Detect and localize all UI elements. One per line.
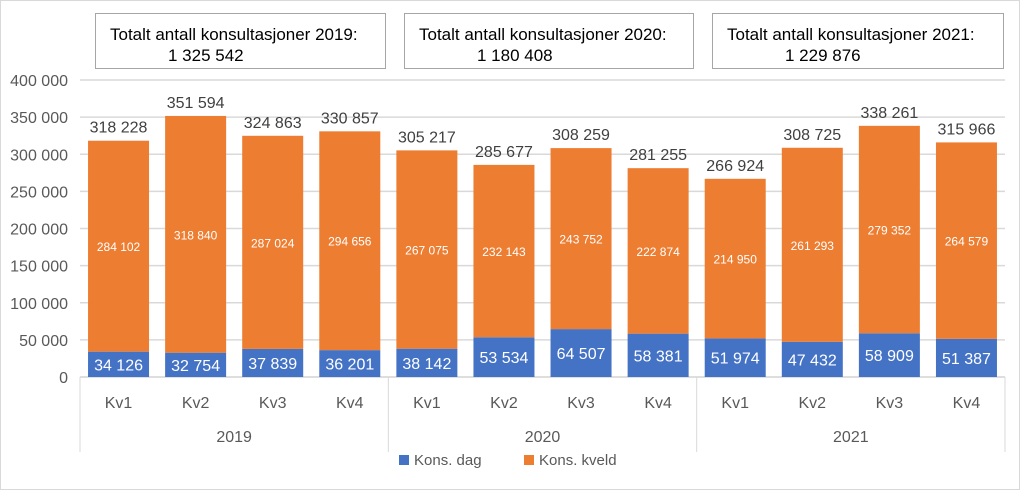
data-label-kons-dag: 64 507 [557, 346, 606, 363]
y-tick-label: 250 000 [10, 184, 68, 201]
x-tick-label: Kv4 [336, 395, 364, 412]
data-label-kons-dag: 58 909 [865, 348, 914, 365]
data-label-kons-dag: 47 432 [788, 352, 837, 369]
x-tick-label: Kv2 [182, 395, 210, 412]
data-label-total: 305 217 [398, 129, 456, 146]
data-label-total: 324 863 [244, 115, 302, 132]
bar-kons-dag [473, 337, 535, 377]
data-label-kons-dag: 32 754 [171, 358, 220, 375]
data-label-kons-dag: 38 142 [402, 356, 451, 373]
total-box-value: 1 180 408 [477, 46, 553, 65]
y-tick-label: 400 000 [10, 73, 68, 90]
data-label-kons-dag: 58 381 [634, 348, 683, 365]
data-label-kons-dag: 37 839 [248, 356, 297, 373]
data-label-total: 308 259 [552, 127, 610, 144]
data-label-kons-dag: 53 534 [479, 350, 528, 367]
x-tick-label: Kv3 [259, 395, 287, 412]
data-label-kons-dag: 51 387 [942, 351, 991, 368]
y-tick-label: 100 000 [10, 296, 68, 313]
total-box-label: Totalt antall konsultasjoner 2021: [727, 25, 975, 44]
bar-kons-dag [88, 351, 150, 377]
total-box-value: 1 325 542 [168, 46, 244, 65]
data-label-kons-kveld: 214 950 [714, 253, 758, 267]
bar-kons-kveld [319, 131, 381, 351]
data-label-kons-kveld: 261 293 [791, 239, 835, 253]
bar-kons-kveld [781, 147, 843, 342]
y-tick-label: 200 000 [10, 222, 68, 239]
legend-label: Kons. kveld [539, 452, 617, 469]
x-tick-label: Kv4 [644, 395, 672, 412]
data-label-kons-kveld: 287 024 [251, 236, 295, 250]
y-tick-label: 50 000 [19, 333, 68, 350]
x-tick-label: Kv2 [490, 395, 518, 412]
data-label-total: 285 677 [475, 144, 533, 161]
data-label-kons-kveld: 279 352 [868, 224, 912, 238]
data-label-total: 330 857 [321, 110, 379, 127]
x-tick-label: Kv1 [105, 395, 133, 412]
data-label-kons-kveld: 243 752 [559, 233, 603, 247]
legend-swatch [524, 455, 534, 465]
x-tick-label: Kv3 [876, 395, 904, 412]
x-group-label: 2019 [216, 429, 252, 446]
data-label-total: 315 966 [938, 121, 996, 138]
data-label-total: 266 924 [706, 158, 764, 175]
total-box-label: Totalt antall konsultasjoner 2020: [419, 25, 667, 44]
bar-kons-dag [935, 338, 997, 377]
bar-kons-kveld [704, 178, 766, 339]
data-label-kons-dag: 34 126 [94, 357, 143, 374]
bar-kons-dag [165, 352, 227, 377]
x-tick-label: Kv3 [567, 395, 595, 412]
legend-swatch [399, 455, 409, 465]
data-label-kons-dag: 36 201 [325, 357, 374, 374]
data-label-total: 318 228 [90, 120, 148, 137]
data-label-kons-kveld: 284 102 [97, 240, 141, 254]
data-label-total: 351 594 [167, 95, 225, 112]
bar-kons-kveld [473, 164, 535, 338]
bar-kons-kveld [627, 168, 689, 334]
total-box-2019: Totalt antall konsultasjoner 2019: 1 325… [95, 13, 386, 69]
data-label-kons-kveld: 264 579 [945, 235, 989, 249]
data-label-kons-kveld: 232 143 [482, 245, 526, 259]
bar-kons-dag [550, 329, 612, 377]
bar-kons-dag [704, 338, 766, 377]
bar-kons-dag [627, 333, 689, 377]
bar-kons-kveld [858, 125, 920, 334]
legend-label: Kons. dag [414, 452, 482, 469]
total-box-value: 1 229 876 [785, 46, 861, 65]
bar-kons-kveld [550, 148, 612, 330]
total-box-label: Totalt antall konsultasjoner 2019: [110, 25, 358, 44]
y-tick-label: 150 000 [10, 259, 68, 276]
bar-kons-dag [319, 350, 381, 377]
y-tick-label: 350 000 [10, 110, 68, 127]
data-label-kons-kveld: 294 656 [328, 235, 372, 249]
data-label-total: 308 725 [783, 127, 841, 144]
data-label-kons-kveld: 318 840 [174, 228, 218, 242]
data-label-kons-dag: 51 974 [711, 351, 760, 368]
bar-kons-kveld [935, 142, 997, 339]
bar-kons-kveld [88, 140, 150, 352]
bar-kons-kveld [242, 135, 304, 349]
x-tick-label: Kv1 [413, 395, 441, 412]
total-box-2020: Totalt antall konsultasjoner 2020: 1 180… [404, 13, 694, 69]
x-tick-label: Kv2 [799, 395, 827, 412]
total-box-2021: Totalt antall konsultasjoner 2021: 1 229… [712, 13, 1004, 69]
bar-kons-kveld [396, 150, 458, 349]
x-group-label: 2021 [833, 429, 869, 446]
y-tick-label: 300 000 [10, 147, 68, 164]
x-tick-label: Kv1 [721, 395, 749, 412]
x-group-label: 2020 [525, 429, 561, 446]
bar-kons-dag [781, 341, 843, 377]
data-label-kons-kveld: 222 874 [636, 245, 680, 259]
x-tick-label: Kv4 [953, 395, 981, 412]
bar-kons-dag [858, 333, 920, 377]
bar-kons-kveld [165, 115, 227, 353]
bar-kons-dag [396, 348, 458, 377]
data-label-kons-kveld: 267 075 [405, 244, 449, 258]
bar-kons-dag [242, 348, 304, 377]
data-label-total: 338 261 [860, 105, 918, 122]
y-tick-label: 0 [59, 370, 68, 387]
data-label-total: 281 255 [629, 147, 687, 164]
